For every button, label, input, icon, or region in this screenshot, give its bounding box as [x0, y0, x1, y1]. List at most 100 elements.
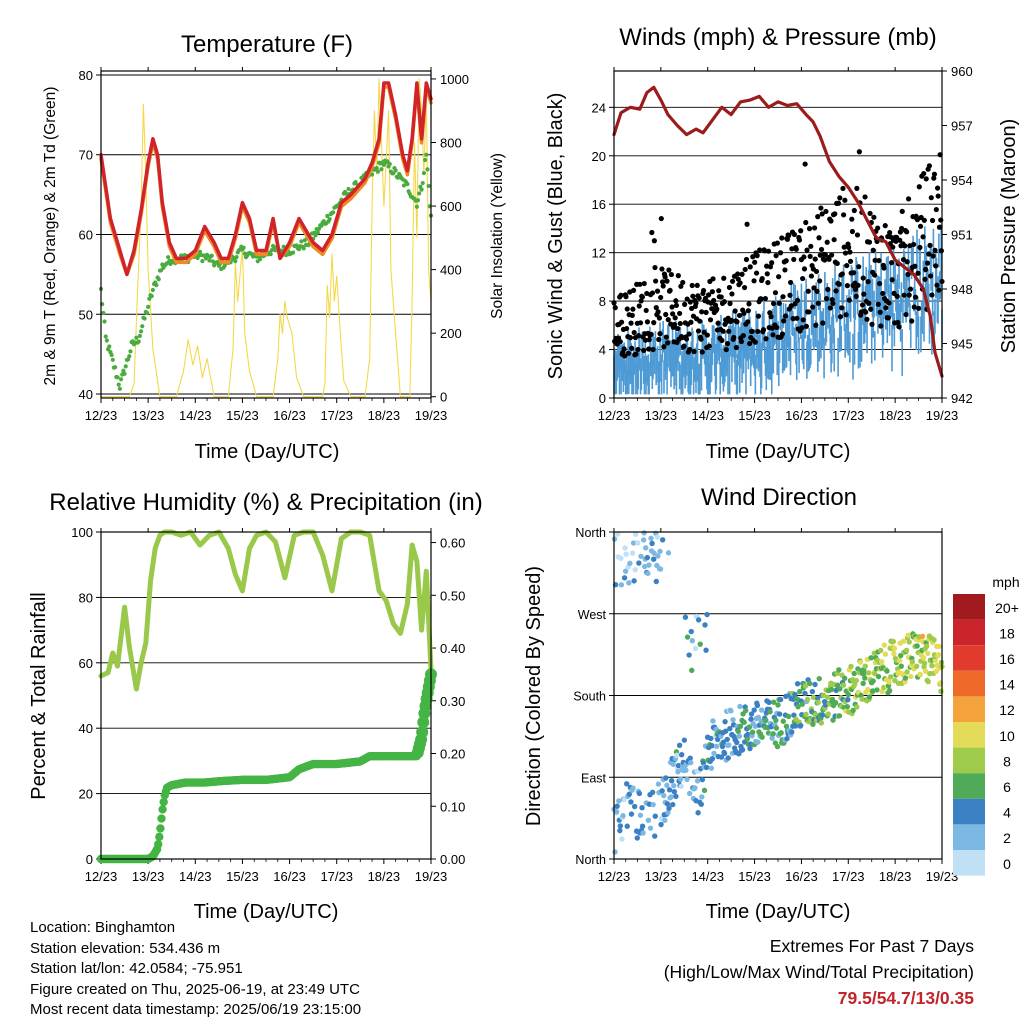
- gust-marker: [896, 324, 902, 330]
- wind-y-axis-title: Sonic Wind & Gust (Blue, Black): [545, 93, 567, 380]
- direction-marker: [853, 677, 859, 684]
- direction-marker: [736, 733, 743, 739]
- gust-marker: [715, 320, 721, 326]
- extremes-values: 79.5/54.7/13/0.35: [837, 988, 974, 1008]
- direction-marker: [810, 721, 816, 727]
- gust-marker: [628, 320, 634, 326]
- direction-marker: [709, 756, 716, 762]
- direction-marker: [767, 709, 773, 715]
- direction-marker: [631, 803, 638, 810]
- direction-marker: [679, 751, 685, 758]
- gust-marker: [907, 286, 914, 292]
- direction-marker: [622, 568, 629, 574]
- direction-marker: [902, 675, 909, 681]
- gust-marker: [654, 288, 661, 294]
- colorbar-label: 6: [1003, 779, 1011, 795]
- direction-marker: [836, 667, 842, 673]
- gust-marker: [817, 278, 823, 284]
- x-tick-label: 13/23: [645, 408, 678, 423]
- gust-marker: [917, 223, 924, 229]
- dewpoint-marker: [109, 352, 114, 358]
- direction-marker: [628, 811, 635, 817]
- gust-marker: [624, 325, 630, 332]
- direction-marker: [630, 785, 636, 791]
- precip-marker: [155, 832, 164, 842]
- gust-marker: [862, 194, 868, 200]
- direction-marker: [654, 534, 661, 540]
- gust-marker: [938, 248, 944, 254]
- direction-marker: [851, 670, 857, 677]
- dewpoint-marker: [128, 349, 133, 354]
- gust-marker: [774, 324, 780, 331]
- gust-marker: [794, 315, 800, 321]
- y-right-tick-label: 200: [440, 326, 462, 341]
- gust-marker: [765, 248, 772, 254]
- gust-marker: [786, 232, 792, 239]
- y-right-tick-label: 400: [440, 263, 462, 278]
- gust-marker: [677, 320, 683, 327]
- gust-marker: [687, 346, 693, 353]
- gust-marker: [933, 263, 939, 269]
- gust-marker: [903, 311, 909, 318]
- direction-marker: [908, 673, 914, 680]
- colorbar-label: 8: [1003, 753, 1011, 769]
- x-tick-label: 14/23: [691, 408, 724, 423]
- direction-marker: [737, 703, 743, 710]
- direction-marker: [711, 750, 717, 757]
- direction-marker: [872, 670, 878, 677]
- direction-marker: [900, 638, 907, 644]
- dewpoint-marker: [379, 167, 384, 172]
- gust-marker: [636, 303, 642, 309]
- gust-marker: [727, 300, 733, 307]
- direction-marker: [818, 720, 825, 726]
- x-tick-label: 19/23: [926, 408, 959, 423]
- humidity-panel-title: Relative Humidity (%) & Precipitation (i…: [49, 489, 482, 516]
- x-tick-label: 15/23: [738, 869, 771, 884]
- direction-marker: [650, 801, 656, 808]
- dewpoint-marker: [405, 182, 410, 187]
- gust-marker: [625, 350, 632, 356]
- gust-marker: [700, 287, 707, 294]
- direction-marker: [748, 711, 755, 717]
- direction-marker: [634, 835, 640, 841]
- colorbar-label: 10: [999, 728, 1015, 744]
- gust-marker: [643, 307, 649, 314]
- direction-marker: [890, 638, 897, 645]
- direction-marker: [816, 675, 822, 682]
- direction-marker: [674, 752, 680, 759]
- gust-marker: [711, 297, 717, 304]
- gust-marker: [927, 242, 933, 248]
- direction-marker: [632, 531, 639, 538]
- gust-marker: [880, 290, 886, 297]
- dewpoint-marker: [149, 294, 154, 299]
- y-tick-label: 100: [71, 525, 93, 540]
- gust-marker: [767, 264, 774, 270]
- gust-marker: [656, 336, 662, 343]
- dewpoint-marker: [150, 287, 155, 293]
- gust-marker: [906, 292, 912, 298]
- direction-marker: [830, 717, 836, 723]
- gust-marker: [636, 333, 642, 339]
- gust-marker: [716, 288, 722, 294]
- gust-marker: [866, 300, 872, 306]
- x-tick-label: 14/23: [179, 869, 212, 884]
- x-tick-label: 18/23: [368, 408, 401, 423]
- dewpoint-marker: [200, 258, 205, 264]
- direction-marker: [877, 647, 884, 654]
- dewpoint-marker: [110, 357, 115, 362]
- gust-marker: [846, 244, 852, 250]
- gust-marker: [697, 318, 703, 324]
- figure-created: Figure created on Thu, 2025-06-19, at 23…: [30, 980, 360, 998]
- precip-marker: [154, 840, 163, 849]
- gust-marker: [936, 287, 942, 293]
- direction-marker: [612, 849, 618, 855]
- x-tick-label: 17/23: [320, 408, 353, 423]
- direction-marker: [632, 567, 638, 573]
- 2m-temperature-line: [99, 81, 433, 277]
- dewpoint-marker: [140, 324, 145, 329]
- direction-marker: [724, 736, 730, 743]
- direction-marker: [917, 671, 924, 678]
- y-right-tick-label: 0.60: [440, 536, 465, 551]
- direction-marker: [676, 742, 683, 749]
- gust-marker: [650, 346, 656, 353]
